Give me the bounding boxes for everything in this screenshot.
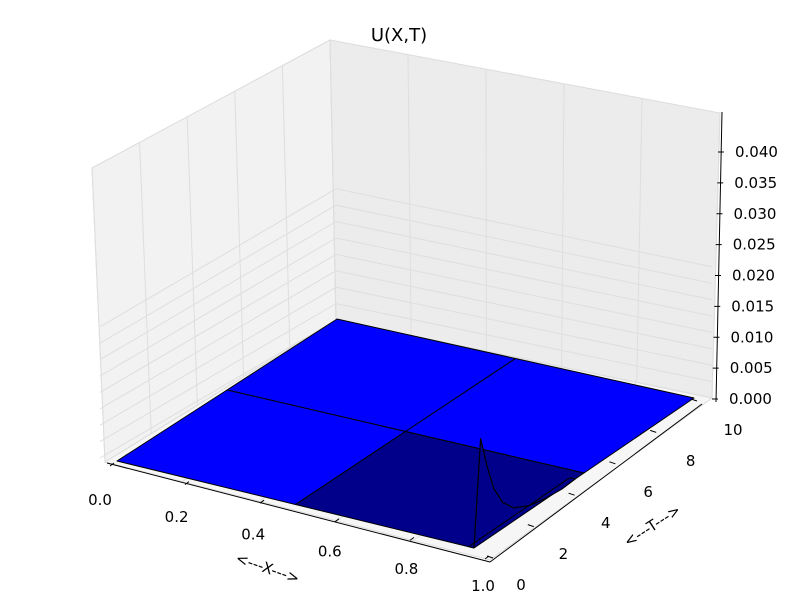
chart-title: U(X,T)	[371, 25, 427, 46]
t-tick-mark	[609, 461, 616, 465]
surface	[116, 318, 695, 549]
t-tick-mark	[527, 524, 534, 528]
z-tick-label: 0.035	[734, 174, 777, 192]
z-tick-label: 0.040	[735, 143, 778, 161]
x-tick-mark	[184, 481, 190, 486]
z-gridline	[99, 237, 713, 377]
x-gridline	[281, 65, 291, 349]
z-tick-label: 0.025	[733, 236, 776, 254]
z-gridline	[99, 221, 713, 361]
z-tick-label: 0.030	[734, 205, 777, 223]
t-gridline	[561, 83, 565, 367]
x-axis-line	[106, 462, 491, 563]
x-tick-label: 1.0	[471, 577, 495, 595]
z-gridline	[99, 286, 713, 426]
t-gridline	[329, 39, 337, 321]
z-tick-label: 0.000	[729, 390, 772, 408]
t-tick-mark	[568, 492, 575, 496]
x-axis-title: <---X--->	[233, 549, 302, 588]
t-tick-mark	[486, 555, 494, 559]
z-axis-line	[715, 111, 723, 403]
z-gridline	[99, 204, 713, 344]
z-gridline	[99, 253, 713, 393]
t-tick-label: 6	[643, 483, 653, 501]
x-gridline	[139, 142, 152, 434]
x-gridline	[91, 167, 106, 463]
x-tick-mark	[334, 518, 340, 523]
x-tick-label: 0.6	[318, 543, 342, 561]
t-gridline	[711, 112, 721, 399]
x-tick-label: 0.2	[165, 508, 189, 526]
surface-spike-edge	[473, 438, 576, 549]
axis-lines	[106, 111, 723, 563]
z-tick-label: 0.010	[731, 328, 774, 346]
x-tick-label: 0.0	[88, 491, 112, 509]
t-tick-label: 4	[601, 514, 611, 532]
t-gridline	[407, 54, 412, 336]
t-tick-label: 0	[516, 576, 526, 594]
z-tick-label: 0.020	[732, 267, 775, 285]
z-gridline	[99, 270, 713, 410]
z-tick-label: 0.015	[731, 297, 774, 315]
x-tick-label: 0.8	[394, 560, 418, 578]
x-gridline	[234, 91, 245, 377]
x-tick-label: 0.4	[241, 525, 265, 543]
t-tick-label: 8	[686, 452, 696, 470]
t-tick-mark	[690, 398, 698, 402]
x-gridline	[186, 116, 198, 406]
t-tick-label: 2	[559, 545, 569, 563]
surface-patch	[295, 431, 585, 549]
x-tick-mark	[109, 462, 115, 467]
z-tick-label: 0.005	[730, 359, 773, 377]
x-axis-ticks: 0.0 0.2 0.4 0.6 0.8 1.0	[88, 462, 495, 595]
t-tick-label: 10	[723, 421, 742, 439]
x-tick-mark	[409, 537, 415, 541]
t-axis-line	[489, 403, 703, 563]
t-gridline	[636, 98, 643, 383]
x-tick-mark	[259, 499, 265, 504]
t-axis-title: <---T--->	[621, 501, 685, 551]
t-axis-ticks: 0 2 4 6 8 10	[486, 398, 743, 594]
z-axis-ticks: 0.000 0.005 0.010 0.015 0.020 0.025 0.030 0.035…	[712, 143, 778, 408]
z-gridline	[99, 188, 713, 328]
t-tick-mark	[650, 429, 657, 433]
